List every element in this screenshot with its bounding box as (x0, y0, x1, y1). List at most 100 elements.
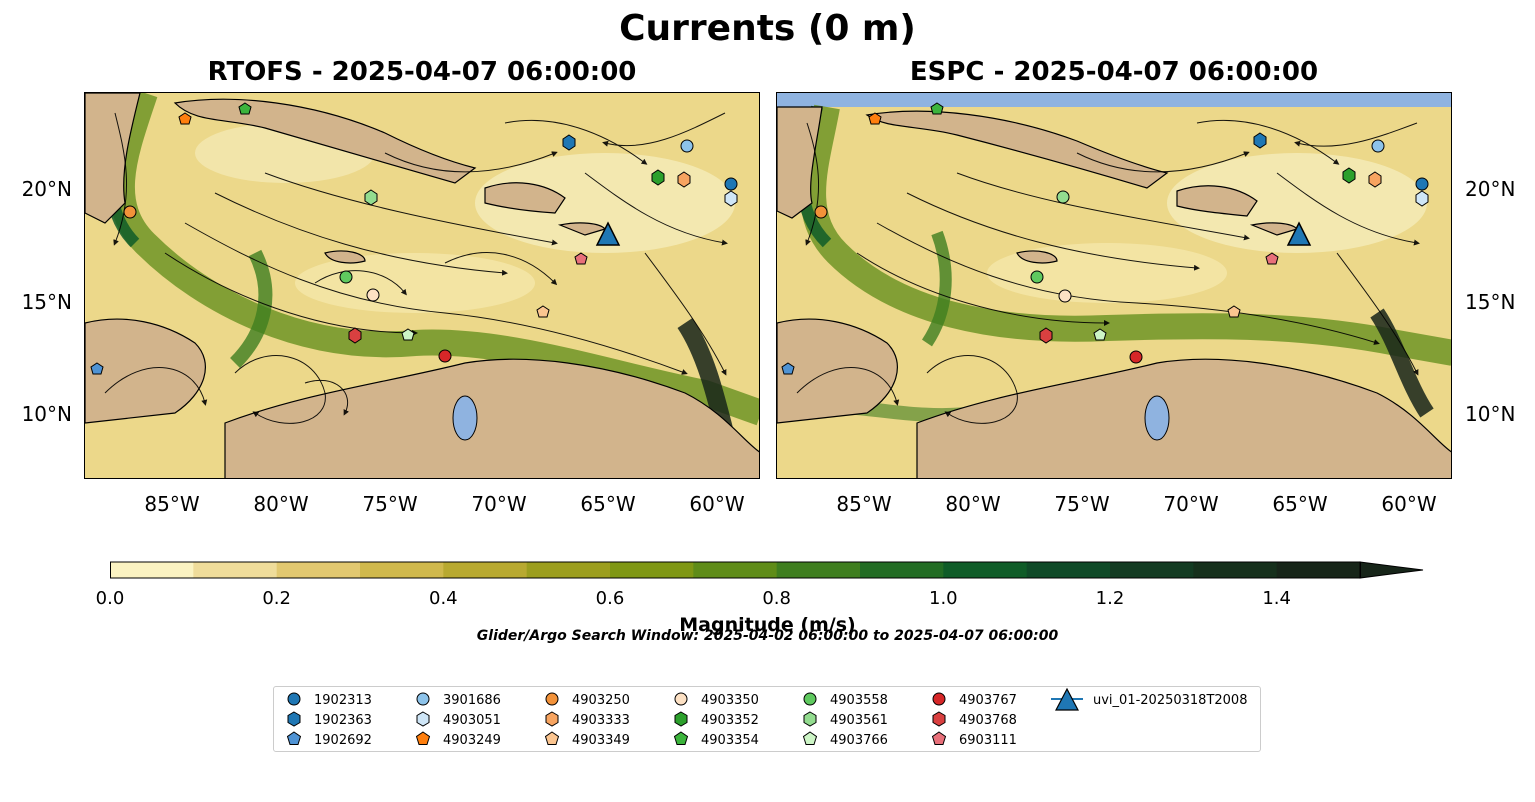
map-panel-rtofs (84, 92, 760, 479)
colorbar-tick-label: 0.6 (595, 588, 625, 609)
legend-item: 4903558 (800, 690, 888, 710)
legend-marker-icon (932, 692, 946, 706)
legend-marker-icon (803, 692, 817, 706)
y-tick-label: 15°N (21, 290, 72, 314)
y-tick-label: 10°N (21, 402, 72, 426)
legend-item: 4903354 (671, 730, 759, 750)
colorbar-segment (276, 562, 361, 578)
search-window-text: Glider/Argo Search Window: 2025-04-02 06… (476, 628, 1059, 644)
legend-marker-icon (802, 731, 818, 745)
legend-marker-icon (545, 711, 559, 727)
x-tick-label: 60°W (689, 492, 745, 516)
legend-label: 4903051 (443, 712, 501, 728)
legend-item: 1902692 (284, 730, 372, 750)
legend-item: 4903768 (929, 710, 1017, 730)
map-rtofs (85, 93, 759, 478)
x-tick-label: 60°W (1381, 492, 1437, 516)
colorbar (110, 561, 1424, 579)
legend-item: 4903249 (413, 730, 501, 750)
legend-label: 4903767 (959, 692, 1017, 708)
legend-label: 1902313 (314, 692, 372, 708)
colorbar-segment (1026, 562, 1111, 578)
y-tick-label: 20°N (1465, 177, 1516, 201)
legend-marker-icon (932, 711, 946, 727)
legend-item: uvi_01-20250318T2008 (1051, 687, 1248, 711)
colorbar-tick-label: 0.4 (429, 588, 458, 609)
colorbar-tick-label: 1.4 (1262, 588, 1291, 609)
x-tick-label: 80°W (253, 492, 309, 516)
legend-item: 4903352 (671, 710, 759, 730)
legend-label: 4903768 (959, 712, 1017, 728)
colorbar-segment (1110, 562, 1194, 578)
x-tick-label: 70°W (1163, 492, 1219, 516)
x-tick-label: 65°W (580, 492, 636, 516)
legend-label: 6903111 (959, 732, 1017, 748)
legend: 1902313 1902363 1902692 3901686 4903051 49032… (273, 686, 1261, 752)
x-tick-label: 75°W (362, 492, 418, 516)
legend-label: 4903558 (830, 692, 888, 708)
legend-label: 4903249 (443, 732, 501, 748)
legend-marker-icon (931, 731, 947, 745)
colorbar-tick-label: 0.8 (762, 588, 791, 609)
colorbar-tick-label: 1.2 (1095, 588, 1125, 609)
x-tick-label: 80°W (945, 492, 1001, 516)
legend-item: 4903333 (542, 710, 630, 730)
colorbar-segment (610, 562, 694, 578)
legend-item: 4903051 (413, 710, 501, 730)
legend-label: 4903561 (830, 712, 888, 728)
legend-label: 1902692 (314, 732, 372, 748)
legend-item: 4903349 (542, 730, 630, 750)
y-tick-label: 15°N (1465, 290, 1516, 314)
colorbar-segment (1193, 562, 1278, 578)
legend-label: 4903766 (830, 732, 888, 748)
legend-item: 4903561 (800, 710, 888, 730)
legend-item: 1902313 (284, 690, 372, 710)
legend-label: 4903350 (701, 692, 759, 708)
legend-label: 4903354 (701, 732, 759, 748)
map-panel-espc (776, 92, 1452, 479)
x-tick-label: 85°W (144, 492, 200, 516)
colorbar-frame (110, 561, 1361, 579)
legend-marker-icon (287, 692, 301, 706)
x-tick-label: 75°W (1054, 492, 1110, 516)
legend-marker-icon (286, 731, 302, 745)
x-tick-label: 70°W (471, 492, 527, 516)
colorbar-segment (776, 562, 861, 578)
legend-marker-icon (416, 711, 430, 727)
legend-marker-icon (803, 711, 817, 727)
legend-marker-icon (673, 731, 689, 745)
colorbar-segment (943, 562, 1028, 578)
panel-title-espc: ESPC - 2025-04-07 06:00:00 (909, 57, 1319, 87)
colorbar-tick-label: 0.0 (95, 588, 125, 609)
x-tick-label: 85°W (836, 492, 892, 516)
colorbar-segment (526, 562, 611, 578)
legend-label: 4903349 (572, 732, 630, 748)
colorbar-extend-arrow (1359, 561, 1424, 579)
colorbar-tick-label: 0.2 (262, 588, 291, 609)
legend-marker-icon (287, 711, 301, 727)
legend-item: 6903111 (929, 730, 1017, 750)
colorbar-segment (110, 562, 194, 578)
legend-label: 3901686 (443, 692, 501, 708)
x-tick-label: 65°W (1272, 492, 1328, 516)
legend-label: uvi_01-20250318T2008 (1093, 692, 1248, 708)
legend-item: 4903767 (929, 690, 1017, 710)
colorbar-label: Magnitude (m/s) (679, 614, 856, 636)
colorbar-segment (193, 562, 278, 578)
colorbar-segment (360, 562, 444, 578)
legend-item: 4903350 (671, 690, 759, 710)
legend-marker-icon (416, 692, 430, 706)
colorbar-tick-label: 1.0 (929, 588, 958, 609)
figure-title: Currents (0 m) (619, 8, 916, 49)
legend-marker-icon (1051, 687, 1083, 711)
legend-marker-icon (545, 692, 559, 706)
panel-title-rtofs: RTOFS - 2025-04-07 06:00:00 (207, 57, 637, 87)
colorbar-segment (693, 562, 778, 578)
legend-label: 1902363 (314, 712, 372, 728)
legend-marker-icon (544, 731, 560, 745)
legend-label: 4903352 (701, 712, 759, 728)
y-tick-label: 20°N (21, 177, 72, 201)
legend-label: 4903250 (572, 692, 630, 708)
legend-item: 4903250 (542, 690, 630, 710)
legend-item: 1902363 (284, 710, 372, 730)
